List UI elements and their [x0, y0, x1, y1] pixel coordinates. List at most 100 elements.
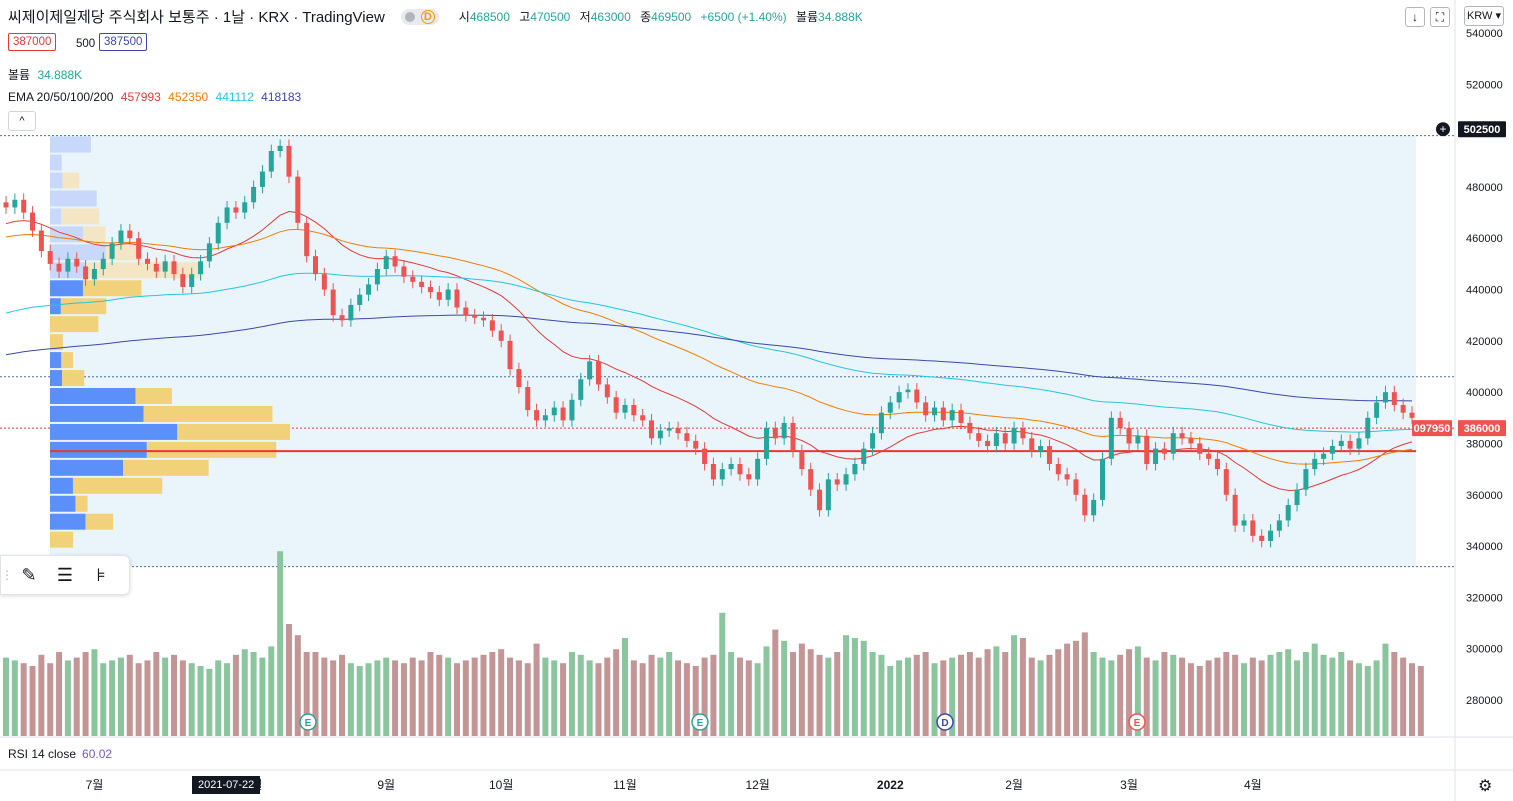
candle-body	[1188, 438, 1194, 444]
ema20-value: 457993	[120, 90, 161, 104]
symbol-title[interactable]: 씨제이제일제당 주식회사 보통주 · 1날 · KRX · TradingVie…	[8, 9, 385, 26]
time-tick-label: 3월	[1120, 778, 1138, 792]
market-status-pill[interactable]: D	[400, 8, 439, 25]
lines-tool-icon[interactable]: ☰	[56, 564, 74, 585]
candle-body	[312, 256, 318, 275]
candle-body	[366, 284, 372, 295]
candle-body	[728, 463, 734, 470]
price-tick-label: 300000	[1466, 644, 1503, 656]
candle-body	[1321, 453, 1327, 459]
candle-body	[1029, 438, 1035, 452]
candle-body	[1241, 520, 1247, 526]
price-tick-label: 520000	[1466, 79, 1503, 91]
chart-header: 씨제이제일제당 주식회사 보통주 · 1날 · KRX · TradingVie…	[8, 6, 863, 27]
candle-body	[392, 256, 398, 267]
volume-bar	[834, 652, 841, 736]
collapse-legend-button[interactable]: ^	[8, 111, 36, 131]
candle-body	[277, 145, 283, 152]
volume-bar	[816, 654, 823, 736]
volume-bar	[1267, 654, 1274, 736]
candle-body	[542, 415, 548, 421]
volume-bar	[1081, 632, 1088, 736]
candle-body	[1153, 448, 1159, 464]
candle-body	[295, 176, 301, 223]
ema-legend[interactable]: EMA 20/50/100/200 457993 452350 441112 4…	[8, 90, 301, 104]
volume-bar	[56, 652, 63, 736]
volume-bar	[232, 654, 239, 736]
order-quantity[interactable]: 500	[72, 36, 100, 52]
sell-price-button[interactable]: 387000	[8, 33, 57, 51]
price-tick-label: 340000	[1466, 541, 1503, 553]
volume-bar	[754, 663, 761, 736]
price-axis-label: 097950	[1414, 423, 1451, 435]
vp-up-bar	[50, 513, 86, 530]
volume-bar	[224, 663, 231, 736]
volume-bar	[887, 666, 894, 736]
volume-bar	[648, 654, 655, 736]
rsi-value: 60.02	[82, 747, 113, 761]
candle-body	[91, 269, 97, 280]
volume-bar	[73, 657, 80, 736]
vp-down-bar	[135, 388, 172, 404]
volume-bar	[453, 663, 460, 736]
candle-body	[861, 448, 867, 464]
vp-up-bar	[50, 190, 97, 207]
volume-bar	[365, 663, 372, 736]
candle-body	[1232, 494, 1238, 526]
volume-bar	[966, 652, 973, 736]
candle-body	[1055, 463, 1061, 475]
candle-body	[551, 407, 557, 416]
time-tick-label: 2월	[1005, 778, 1023, 792]
event-marker: D	[936, 713, 954, 731]
candle-body	[649, 420, 655, 439]
candle-body	[427, 286, 433, 293]
candle-body	[569, 399, 575, 421]
vp-down-bar	[85, 513, 114, 530]
candle-body	[578, 379, 584, 400]
volume-bar	[1099, 657, 1106, 736]
candle-body	[162, 261, 168, 272]
time-tick-label: 2022	[877, 778, 904, 792]
drag-handle-icon[interactable]: ⋮	[1, 568, 13, 582]
ema200-value: 418183	[261, 90, 302, 104]
volume-bar	[3, 657, 9, 736]
volume-bar	[1134, 646, 1141, 736]
brush-tool-icon[interactable]: ✎	[21, 564, 37, 585]
volume-legend[interactable]: 볼륨 34.888K	[8, 66, 82, 83]
volume-bar	[489, 652, 496, 736]
fullscreen-icon[interactable]: ⛶	[1430, 7, 1450, 27]
candle-body	[534, 410, 540, 421]
buy-price-button[interactable]: 387500	[99, 33, 148, 51]
candle-body	[525, 387, 531, 411]
vp-up-bar	[50, 477, 73, 494]
candle-body	[171, 261, 177, 275]
candle-body	[1250, 520, 1256, 536]
high-value: 470500	[530, 10, 571, 24]
download-icon[interactable]: ↓	[1405, 7, 1425, 27]
candle-body	[65, 258, 71, 272]
volume-bar	[913, 654, 920, 736]
volume-bar	[64, 660, 71, 736]
volume-bar	[1152, 660, 1159, 736]
volume-bar	[1028, 657, 1035, 736]
volume-bar	[790, 652, 797, 736]
vp-down-bar	[50, 531, 73, 548]
vp-down-bar	[61, 208, 100, 225]
rsi-legend[interactable]: RSI 14 close 60.02	[8, 747, 112, 761]
open-label: 시	[458, 10, 470, 24]
volume-bar	[1382, 643, 1389, 736]
vp-up-bar	[50, 459, 124, 476]
candle-body	[666, 428, 672, 431]
volume-bar	[560, 663, 567, 736]
volume-bar	[1355, 663, 1362, 736]
candle-body	[1011, 428, 1017, 444]
fib-tool-icon[interactable]: ⊧	[96, 564, 106, 585]
settings-gear-icon[interactable]: ⚙	[1478, 778, 1493, 795]
candle-body	[1356, 438, 1362, 449]
volume-bar	[20, 663, 27, 736]
price-tick-label: 320000	[1466, 592, 1503, 604]
candle-body	[985, 440, 991, 447]
volume-bar	[825, 657, 832, 736]
currency-selector[interactable]: KRW ▾	[1464, 6, 1504, 26]
